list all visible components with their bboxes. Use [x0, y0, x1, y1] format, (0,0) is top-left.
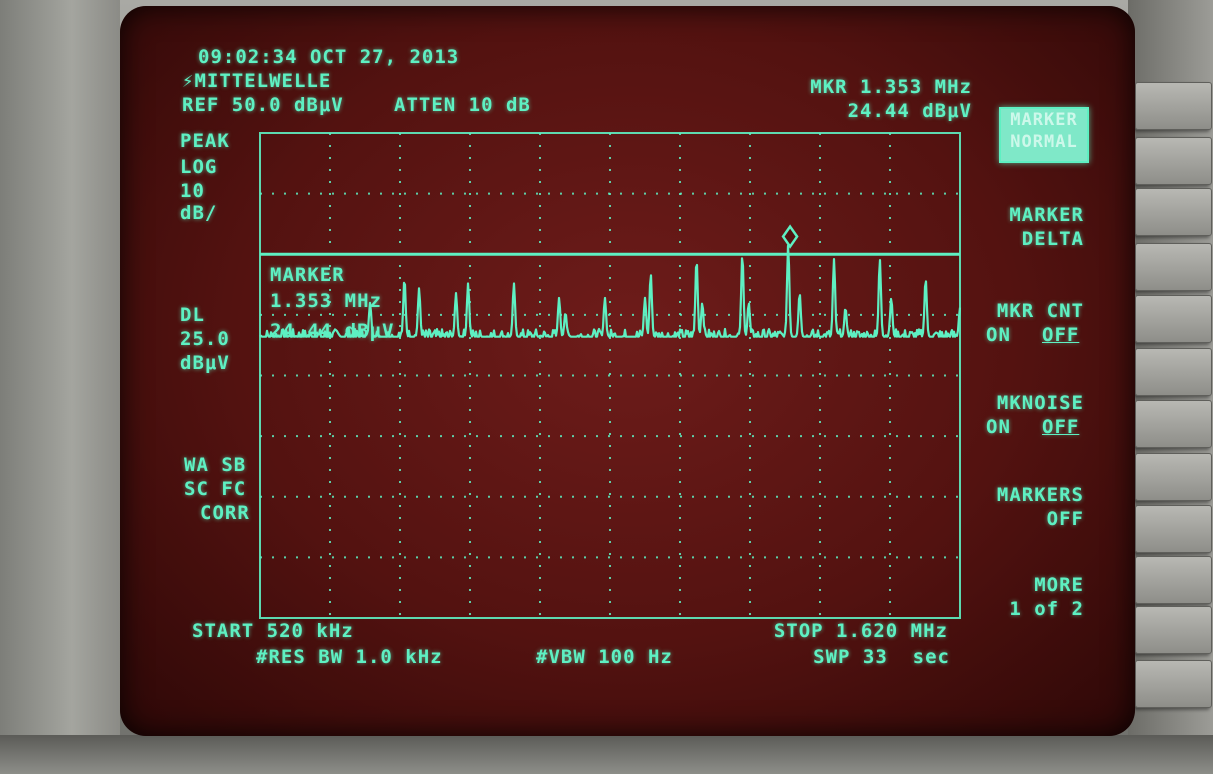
softkey-marker-delta-line2: DELTA — [1021, 228, 1084, 250]
marker-readout-freq: MKR 1.353 MHz — [810, 76, 972, 98]
softkey-button-3[interactable] — [1135, 295, 1212, 343]
softkey-mkr-cnt-line1: MKR CNT — [996, 300, 1084, 322]
title-row: ⚡MITTELWELLE — [182, 70, 331, 92]
detector-mode: PEAK — [180, 130, 230, 152]
spectrum-trace — [259, 244, 962, 338]
screen-title: MITTELWELLE — [194, 70, 332, 92]
softkey-button-3b[interactable] — [1135, 348, 1212, 396]
softkey-markers-off-line2: OFF — [1046, 508, 1084, 530]
softkey-marker-normal-line2: NORMAL — [1010, 132, 1078, 152]
sweep-time: SWP 33 sec — [813, 646, 950, 668]
softkey-mkr-cnt-off: OFF — [1042, 324, 1080, 346]
flags-line-1: WA SB — [184, 454, 247, 476]
spectrum-plot — [259, 132, 962, 619]
stop-frequency: STOP 1.620 MHz — [773, 620, 948, 642]
ref-level: REF 50.0 dBμV — [182, 94, 344, 116]
softkey-button-6[interactable] — [1135, 606, 1212, 654]
softkey-mknoise-on: ON — [986, 416, 1011, 438]
bezel-bottom-frame — [0, 735, 1213, 774]
softkey-more-line2: 1 of 2 — [1009, 598, 1084, 620]
softkey-button-1b[interactable] — [1135, 137, 1212, 185]
start-frequency: START 520 kHz — [192, 620, 354, 642]
display-line-value: 25.0 — [180, 328, 230, 350]
softkey-button-5[interactable] — [1135, 505, 1212, 553]
hp-logo-icon: ⚡ — [182, 70, 195, 92]
marker-diamond-icon — [781, 224, 799, 249]
marker-box-freq: 1.353 MHz — [270, 290, 382, 312]
scale-value: 10 — [180, 180, 205, 202]
softkey-mknoise-off: OFF — [1042, 416, 1080, 438]
attenuation: ATTEN 10 dB — [394, 94, 531, 116]
softkey-marker-normal[interactable]: MARKER NORMAL — [999, 107, 1089, 163]
resolution-bandwidth: #RES BW 1.0 kHz — [256, 646, 443, 668]
timestamp: 09:02:34 OCT 27, 2013 — [198, 46, 460, 68]
softkey-button-4b[interactable] — [1135, 453, 1212, 501]
softkey-mkr-cnt-on: ON — [986, 324, 1011, 346]
softkey-button-6b[interactable] — [1135, 660, 1212, 708]
display-line-unit: dBμV — [180, 352, 230, 374]
softkey-button-1[interactable] — [1135, 82, 1212, 130]
video-bandwidth: #VBW 100 Hz — [536, 646, 673, 668]
display-line-label: DL — [180, 304, 205, 326]
scale-type: LOG — [180, 156, 218, 178]
marker-box-label: MARKER — [270, 264, 345, 286]
flags-line-2: SC FC — [184, 478, 247, 500]
softkey-more-line1: MORE — [1034, 574, 1084, 596]
softkey-mknoise-line1: MKNOISE — [996, 392, 1084, 414]
softkey-markers-off-line1: MARKERS — [996, 484, 1084, 506]
marker-readout-level: 24.44 dBμV — [847, 100, 972, 122]
softkey-button-5b[interactable] — [1135, 556, 1212, 604]
softkey-button-2[interactable] — [1135, 188, 1212, 236]
scale-unit: dB/ — [180, 202, 218, 224]
softkey-button-2b[interactable] — [1135, 243, 1212, 291]
softkey-marker-normal-line1: MARKER — [1010, 110, 1078, 130]
softkey-button-4[interactable] — [1135, 400, 1212, 448]
bezel-left-frame — [0, 0, 120, 774]
softkey-marker-delta-line1: MARKER — [1009, 204, 1084, 226]
marker-box-level: 24.44 dBμV — [270, 320, 395, 342]
flags-line-3: CORR — [200, 502, 250, 524]
crt-screen: 09:02:34 OCT 27, 2013 ⚡MITTELWELLE REF 5… — [120, 6, 1135, 736]
